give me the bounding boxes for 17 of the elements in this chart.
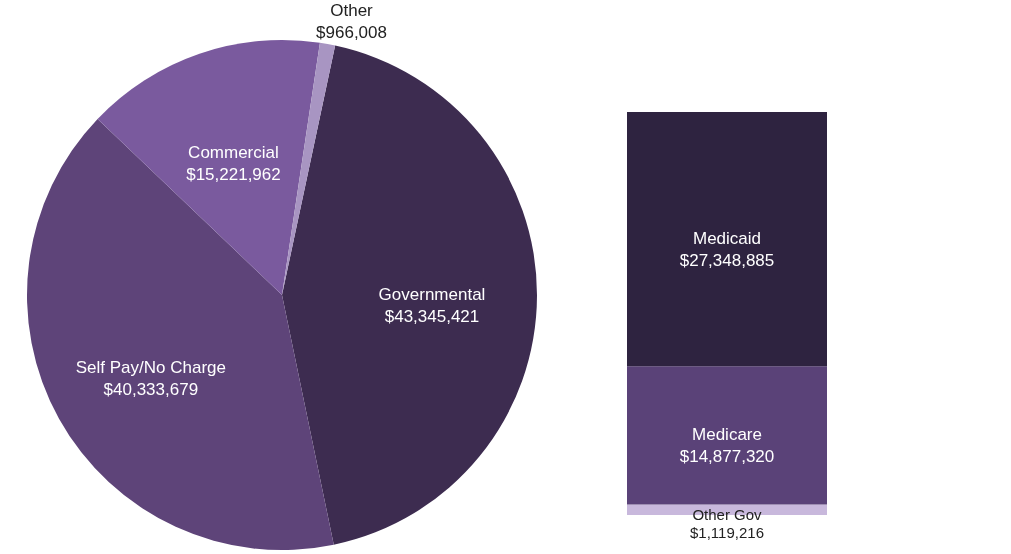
data-label: $27,348,885 — [679, 251, 775, 271]
data-label: $1,119,216 — [690, 524, 764, 541]
data-label: $966,008 — [316, 23, 387, 43]
data-label: $43,345,421 — [384, 307, 480, 327]
pie-slice — [97, 40, 320, 295]
data-label: $14,877,320 — [679, 447, 775, 467]
slice-label: Governmental — [378, 285, 486, 305]
slice-label: Other — [330, 1, 374, 21]
pie-slice — [282, 45, 537, 545]
slice-label: Commercial — [188, 143, 279, 163]
series-label: Medicaid — [692, 229, 762, 249]
data-label: $15,221,962 — [186, 165, 281, 185]
series-label: Other Gov — [692, 506, 763, 523]
data-label: $40,333,679 — [103, 379, 199, 399]
slice-label: Self Pay/No Charge — [75, 357, 226, 377]
pie-slice — [27, 118, 334, 550]
series-label: Medicare — [692, 425, 762, 445]
